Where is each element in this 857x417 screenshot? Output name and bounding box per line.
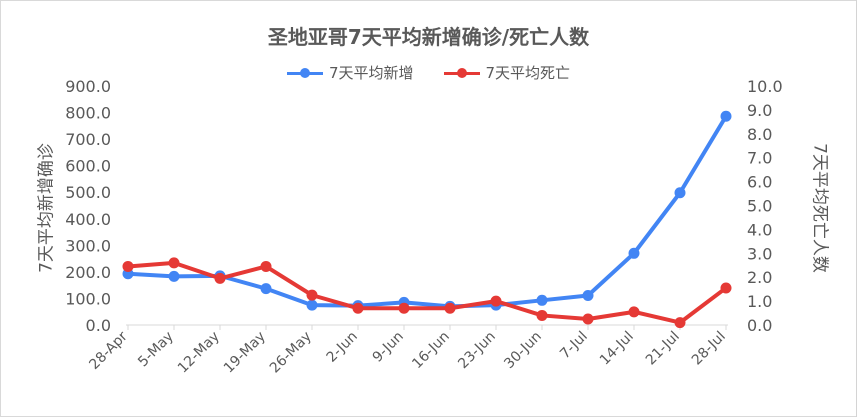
legend-swatch-deaths xyxy=(443,66,480,80)
data-point-deaths xyxy=(214,272,226,284)
data-point-deaths xyxy=(398,302,410,314)
y-tick-label-left: 700.0 xyxy=(65,130,111,149)
data-point-new-cases xyxy=(674,187,686,199)
x-tick-label: 26-May xyxy=(267,329,315,377)
x-tick-label: 14-Jul xyxy=(597,329,637,369)
y-tick-label-left: 800.0 xyxy=(65,104,111,123)
y-tick-label-left: 400.0 xyxy=(65,210,111,229)
y-tick-label-right: 4.0 xyxy=(747,220,772,239)
x-tick-label: 30-Jun xyxy=(501,329,545,373)
data-point-deaths xyxy=(122,260,134,272)
data-point-new-cases xyxy=(628,247,640,259)
y-tick-label-right: 9.0 xyxy=(747,101,772,120)
x-tick-label: 2-Jun xyxy=(324,329,361,366)
legend-label-deaths: 7天平均死亡 xyxy=(485,64,571,82)
legend-item-deaths[interactable]: 7天平均死亡 xyxy=(443,62,571,83)
x-tick-label: 12-May xyxy=(175,329,223,377)
data-point-deaths xyxy=(536,309,548,321)
y-tick-label-left: 200.0 xyxy=(65,263,111,282)
legend: 7天平均新增 7天平均死亡 xyxy=(0,62,857,83)
y-tick-label-left: 300.0 xyxy=(65,236,111,255)
series-line-deaths xyxy=(126,260,728,325)
data-point-deaths xyxy=(582,313,594,325)
x-tick-label: 21-Jul xyxy=(643,329,683,369)
x-tick-label: 16-Jun xyxy=(409,329,453,373)
data-point-new-cases xyxy=(168,270,180,282)
data-point-new-cases xyxy=(260,283,272,295)
data-point-deaths xyxy=(674,317,686,329)
y-tick-label-right: 8.0 xyxy=(747,125,772,144)
y-tick-label-right: 0.0 xyxy=(747,316,772,335)
chart-title: 圣地亚哥7天平均新增确诊/死亡人数 xyxy=(267,25,590,49)
data-point-deaths xyxy=(168,257,180,269)
x-tick-label: 5-May xyxy=(135,329,177,371)
data-point-new-cases xyxy=(582,290,594,302)
data-point-new-cases xyxy=(720,110,732,122)
y-tick-label-left: 600.0 xyxy=(65,157,111,176)
data-point-deaths xyxy=(352,302,364,314)
legend-item-new-cases[interactable]: 7天平均新增 xyxy=(286,62,414,83)
y-tick-label-right: 3.0 xyxy=(747,244,772,263)
data-point-deaths xyxy=(490,295,502,307)
data-point-deaths xyxy=(260,260,272,272)
x-tick-label: 28-Apr xyxy=(86,328,131,373)
x-tick-label: 23-Jun xyxy=(455,329,499,373)
x-tick-label: 28-Jul xyxy=(689,329,729,369)
x-tick-label: 19-May xyxy=(221,329,269,377)
data-point-new-cases xyxy=(306,299,318,311)
x-tick-label: 9-Jun xyxy=(370,329,407,366)
y-tick-label-left: 100.0 xyxy=(65,289,111,308)
y-tick-label-right: 7.0 xyxy=(747,149,772,168)
y-tick-label-left: 0.0 xyxy=(86,316,111,335)
data-point-deaths xyxy=(720,282,732,294)
legend-label-new-cases: 7天平均新增 xyxy=(328,64,414,82)
y-tick-label-right: 6.0 xyxy=(747,173,772,192)
data-point-deaths xyxy=(444,302,456,314)
data-point-new-cases xyxy=(536,294,548,306)
y-tick-label-right: 5.0 xyxy=(747,197,772,216)
y-tick-label-right: 10.0 xyxy=(747,77,783,96)
y-tick-label-right: 1.0 xyxy=(747,292,772,311)
y-tick-label-left: 900.0 xyxy=(65,77,111,96)
y-tick-label-left: 500.0 xyxy=(65,183,111,202)
data-point-deaths xyxy=(628,306,640,318)
x-tick-label: 7-Jul xyxy=(557,329,591,363)
legend-swatch-new-cases xyxy=(286,66,323,80)
y-tick-label-right: 2.0 xyxy=(747,268,772,287)
data-point-deaths xyxy=(306,289,318,301)
